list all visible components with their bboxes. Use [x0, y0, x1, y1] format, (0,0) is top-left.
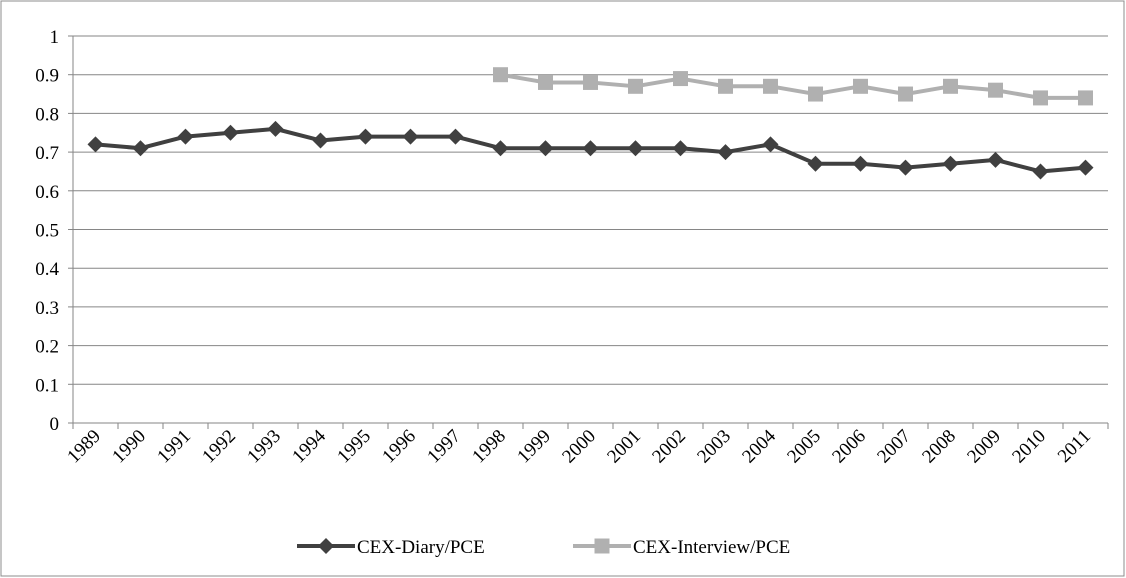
marker — [853, 78, 868, 94]
marker — [222, 124, 239, 141]
y-tick-label: 0 — [50, 414, 60, 435]
marker — [897, 159, 914, 176]
marker — [312, 132, 329, 149]
y-tick-label: 0.5 — [35, 221, 59, 242]
y-tick-label: 0.2 — [35, 337, 59, 358]
y-tick-label: 0.4 — [35, 259, 59, 280]
y-tick-label: 0.6 — [35, 182, 59, 203]
y-tick-label: 1 — [50, 27, 60, 48]
marker — [1032, 163, 1049, 180]
marker — [1078, 90, 1093, 106]
marker — [718, 78, 733, 94]
marker — [538, 74, 553, 90]
marker — [807, 155, 824, 172]
marker — [943, 78, 958, 94]
marker — [318, 538, 334, 554]
marker — [87, 136, 104, 153]
marker — [357, 128, 374, 145]
marker — [942, 155, 959, 172]
marker — [132, 140, 149, 157]
y-tick-label: 0.7 — [35, 143, 59, 164]
marker — [852, 155, 869, 172]
marker — [583, 74, 598, 90]
marker — [177, 128, 194, 145]
marker — [808, 86, 823, 102]
marker — [267, 120, 284, 137]
marker — [447, 128, 464, 145]
marker — [1077, 159, 1094, 176]
marker — [1033, 90, 1048, 106]
marker — [537, 140, 554, 157]
marker — [898, 86, 913, 102]
y-tick-label: 0.1 — [35, 375, 59, 396]
marker — [628, 78, 643, 94]
legend-label: CEX-Interview/PCE — [633, 537, 790, 558]
marker — [762, 136, 779, 153]
marker — [988, 82, 1003, 98]
y-tick-label: 0.8 — [35, 104, 59, 125]
marker — [402, 128, 419, 145]
y-tick-label: 0.3 — [35, 298, 59, 319]
marker — [582, 140, 599, 157]
marker — [672, 140, 689, 157]
marker — [492, 140, 509, 157]
marker — [594, 538, 610, 554]
legend-label: CEX-Diary/PCE — [357, 537, 485, 558]
marker — [987, 151, 1004, 168]
marker — [717, 144, 734, 161]
y-tick-label: 0.9 — [35, 66, 59, 87]
marker — [673, 71, 688, 87]
marker — [493, 67, 508, 83]
marker — [763, 78, 778, 94]
marker — [627, 140, 644, 157]
